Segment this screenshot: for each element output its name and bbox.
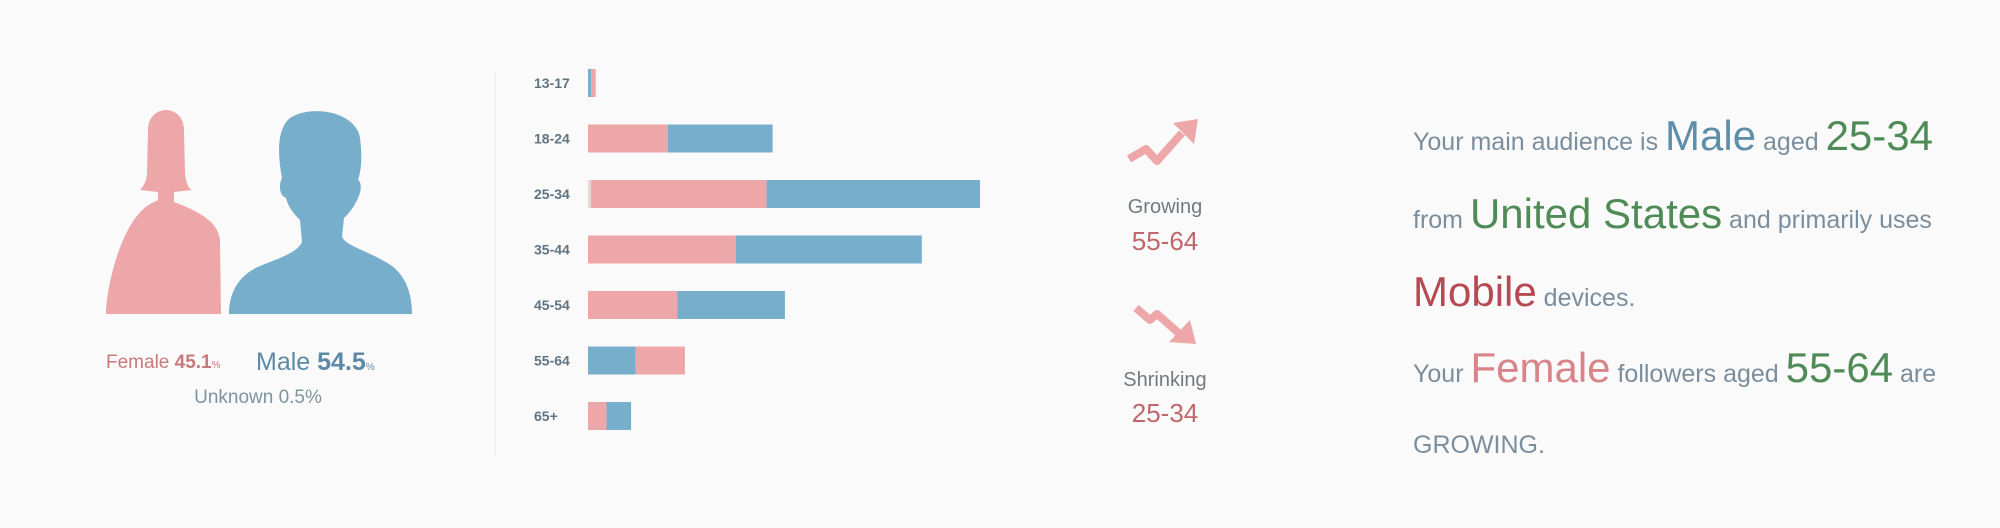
female-silhouette-icon bbox=[106, 110, 221, 314]
audience-summary: Your main audience is Male aged 25-34 fr… bbox=[1413, 100, 1973, 481]
bar-female-65+ bbox=[588, 402, 607, 430]
summary-paragraph-main: Your main audience is Male aged 25-34 fr… bbox=[1413, 100, 1973, 334]
bar-female-35-44 bbox=[588, 235, 736, 264]
summary-text: Your bbox=[1413, 360, 1471, 388]
bar-male-35-44 bbox=[735, 235, 922, 264]
female-percent: 45.1 bbox=[174, 352, 212, 373]
summary-device: Mobile bbox=[1413, 268, 1537, 315]
trend-up-icon bbox=[1126, 119, 1198, 165]
age-tick-label: 35-44 bbox=[534, 242, 570, 258]
male-silhouette-icon bbox=[229, 111, 412, 314]
trend-down-icon bbox=[1133, 304, 1196, 344]
growing-value: 55-64 bbox=[1131, 226, 1199, 256]
female-stat: Female 45.1% bbox=[106, 352, 221, 374]
gender-silhouettes bbox=[106, 110, 412, 314]
age-tick-label: 25-34 bbox=[534, 186, 570, 202]
bar-unknown-25-34 bbox=[588, 180, 592, 208]
bar-male-55-64 bbox=[588, 346, 636, 375]
age-tick-label: 18-24 bbox=[534, 131, 570, 147]
age-tick-label: 55-64 bbox=[534, 353, 570, 369]
age-tick-label: 13-17 bbox=[534, 75, 570, 91]
summary-text: devices. bbox=[1536, 284, 1636, 312]
male-stat: Male 54.5% bbox=[256, 348, 375, 377]
male-percent-unit: % bbox=[365, 362, 375, 373]
age-tick-label: 65+ bbox=[534, 408, 558, 424]
male-percent: 54.5 bbox=[317, 348, 366, 376]
unknown-stat: Unknown 0.5% bbox=[194, 387, 322, 408]
age-tick-label: 45-54 bbox=[534, 297, 570, 313]
bar-male-65+ bbox=[606, 402, 632, 430]
bar-female-13-17 bbox=[591, 69, 596, 97]
summary-gender: Male bbox=[1665, 112, 1757, 159]
bar-female-18-24 bbox=[588, 124, 668, 153]
bar-male-25-34 bbox=[766, 180, 980, 208]
age-bar-chart: 13-17 18-24 25-34 35-44 45-54 55-64 65+ bbox=[534, 69, 980, 430]
summary-text: are GROWING. bbox=[1413, 360, 1937, 459]
summary-text: followers aged bbox=[1610, 360, 1786, 388]
summary-gender-2: Female bbox=[1470, 344, 1611, 391]
summary-paragraph-trend: Your Female followers aged 55-64 are GRO… bbox=[1413, 332, 1973, 481]
summary-age: 25-34 bbox=[1825, 112, 1933, 159]
growing-label: Growing bbox=[1127, 196, 1203, 218]
bar-female-45-54 bbox=[588, 291, 678, 319]
bar-male-13-17 bbox=[588, 69, 592, 97]
summary-text: and primarily uses bbox=[1722, 206, 1932, 234]
shrinking-label: Shrinking bbox=[1123, 369, 1207, 391]
summary-country: United States bbox=[1469, 190, 1723, 237]
shrinking-value: 25-34 bbox=[1131, 398, 1199, 428]
male-label: Male bbox=[256, 348, 311, 376]
female-label: Female bbox=[106, 352, 170, 373]
female-percent-unit: % bbox=[211, 360, 221, 371]
bar-female-25-34 bbox=[591, 180, 767, 208]
summary-text: aged bbox=[1756, 128, 1826, 156]
summary-text: Your main audience is bbox=[1413, 128, 1666, 156]
summary-text: from bbox=[1413, 206, 1470, 234]
bar-male-45-54 bbox=[677, 291, 785, 319]
bar-male-18-24 bbox=[668, 124, 773, 153]
bar-female-55-64 bbox=[635, 346, 685, 375]
section-divider bbox=[495, 70, 496, 458]
summary-age-2: 55-64 bbox=[1785, 344, 1894, 391]
